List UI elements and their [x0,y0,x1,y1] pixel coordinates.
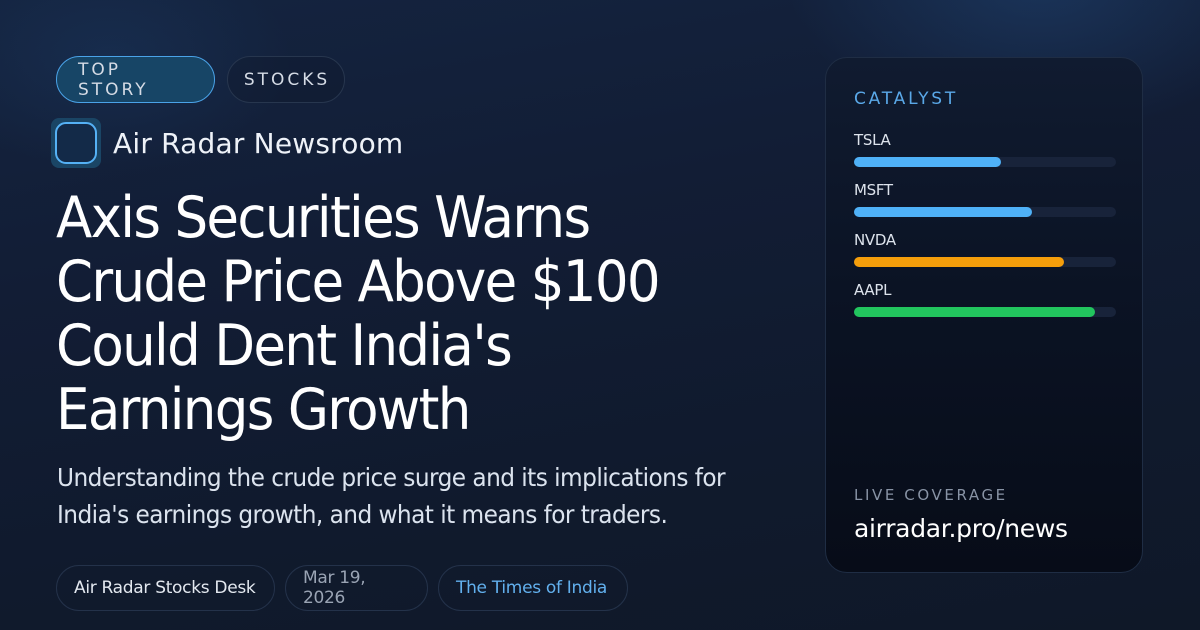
coverage-label: LIVE COVERAGE [854,486,1008,504]
catalyst-panel: CATALYST TSLA MSFT NVDA AAPL LIVE [825,57,1143,573]
app-logo-icon [51,118,101,168]
progress-fill [854,157,1001,167]
article-meta: Air Radar Stocks Desk Mar 19, 2026 The T… [56,565,628,611]
ticker-label: NVDA [854,231,896,249]
ticker-label: MSFT [854,181,893,199]
article-summary: Understanding the crude price surge and … [57,463,726,529]
tag-top-story[interactable]: TOP STORY [56,56,215,103]
tag-list: TOP STORY STOCKS [56,56,345,103]
date-pill: Mar 19, 2026 [285,565,428,611]
progress-track [854,257,1116,267]
catalyst-list: TSLA MSFT NVDA AAPL [854,131,1116,331]
logo-square-icon [55,122,97,164]
ticker-label: AAPL [854,281,892,299]
catalyst-row-msft[interactable]: MSFT [854,181,1116,231]
progress-fill [854,257,1064,267]
panel-title: CATALYST [854,89,959,109]
progress-fill [854,207,1033,217]
author-pill[interactable]: Air Radar Stocks Desk [56,565,275,611]
progress-track [854,157,1116,167]
coverage-link[interactable]: airradar.pro/news [854,514,1068,543]
progress-track [854,207,1116,217]
catalyst-row-nvda[interactable]: NVDA [854,231,1116,281]
catalyst-row-aapl[interactable]: AAPL [854,281,1116,331]
headline: Axis Securities Warns Crude Price Above … [56,185,661,443]
catalyst-row-tsla[interactable]: TSLA [854,131,1116,181]
source-header: Air Radar Newsroom [51,118,403,168]
source-name: Air Radar Newsroom [113,126,404,160]
progress-track [854,307,1116,317]
outlet-link[interactable]: The Times of India [438,565,628,611]
progress-fill [854,307,1096,317]
tag-stocks[interactable]: STOCKS [227,56,345,103]
ticker-label: TSLA [854,131,891,149]
